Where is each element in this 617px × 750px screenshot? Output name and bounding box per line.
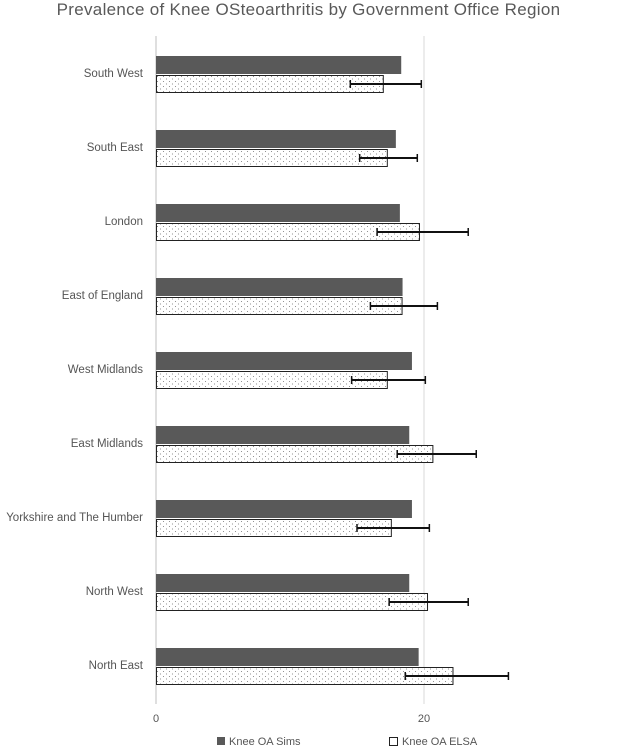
category-label-4: West Midlands (68, 364, 143, 376)
bar-sims-3 (156, 278, 403, 296)
bar-sims-4 (156, 352, 412, 370)
bar-sims-1 (156, 130, 396, 148)
category-label-8: North East (89, 660, 144, 672)
bar-sims-2 (156, 204, 400, 222)
x-tick-label-0: 0 (153, 713, 159, 725)
category-label-7: North West (86, 586, 144, 598)
bar-elsa-7 (156, 593, 429, 611)
legend-label-elsa: Knee OA ELSA (402, 736, 478, 748)
category-label-5: East Midlands (71, 438, 143, 450)
category-label-1: South East (87, 142, 144, 154)
bar-elsa-3 (156, 297, 403, 315)
category-label-6: Yorkshire and The Humber (6, 512, 143, 524)
x-tick-label-1: 20 (418, 713, 430, 725)
bar-elsa-6 (156, 519, 392, 537)
bar-elsa-5 (156, 445, 434, 463)
chart-title: Prevalence of Knee OSteoarthritis by Gov… (56, 0, 561, 19)
bar-sims-6 (156, 500, 412, 518)
tick-labels: 0 20 (153, 713, 430, 725)
bar-sims-8 (156, 648, 419, 666)
legend-item-sims: Knee OA Sims (217, 736, 301, 748)
legend-swatch-sims (217, 737, 225, 746)
bars-layer (156, 56, 454, 685)
legend-swatch-elsa (389, 736, 398, 746)
bar-sims-7 (156, 574, 410, 592)
legend-item-elsa: Knee OA ELSA (389, 736, 477, 748)
legend: Knee OA Sims Knee OA ELSA (0, 736, 617, 750)
category-label-3: East of England (62, 290, 143, 302)
category-label-2: London (105, 216, 143, 228)
error-bars-layer (349, 80, 510, 680)
legend-label-sims: Knee OA Sims (229, 736, 301, 748)
category-labels: South West South East London East of Englan… (6, 68, 144, 672)
category-label-0: South West (84, 68, 144, 80)
bar-sims-0 (156, 56, 402, 74)
bar-sims-5 (156, 426, 410, 444)
bar-elsa-1 (156, 149, 388, 167)
bar-elsa-0 (156, 75, 384, 93)
